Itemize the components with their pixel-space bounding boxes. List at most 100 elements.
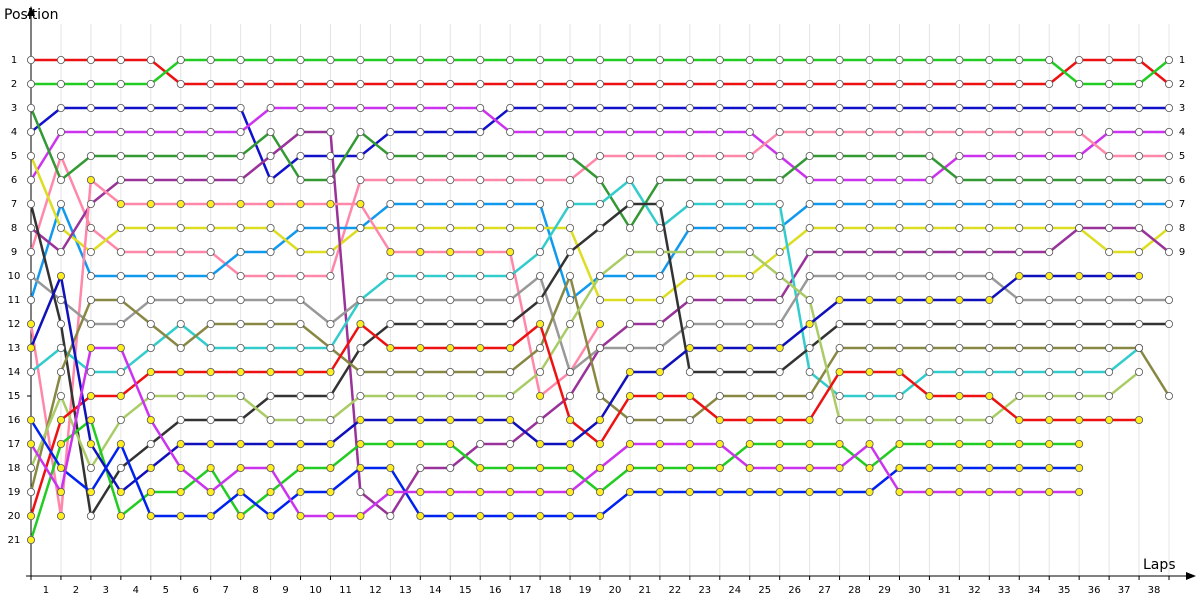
y-tick-label: 8 — [11, 223, 17, 234]
lap-marker — [1075, 391, 1084, 400]
lap-marker — [805, 391, 814, 400]
lap-marker — [446, 199, 455, 208]
lap-marker — [865, 223, 874, 232]
lap-marker — [26, 80, 35, 89]
lap-marker — [685, 391, 694, 400]
lap-marker — [1045, 151, 1054, 160]
lap-marker — [146, 295, 155, 304]
x-tick-label: 28 — [848, 585, 861, 596]
x-axis-arrow — [1186, 572, 1196, 580]
lap-marker — [925, 463, 934, 472]
y-tick-label: 11 — [8, 295, 21, 306]
lap-marker — [236, 487, 245, 496]
lap-marker — [416, 391, 425, 400]
lap-marker — [625, 319, 634, 328]
lap-marker — [416, 247, 425, 256]
lap-marker — [596, 56, 605, 65]
lap-marker — [416, 415, 425, 424]
lap-marker — [236, 223, 245, 232]
series-line — [29, 418, 1080, 541]
lap-marker — [985, 247, 994, 256]
lap-marker — [146, 104, 155, 113]
lap-marker — [655, 199, 664, 208]
lap-marker — [625, 391, 634, 400]
lap-marker — [685, 199, 694, 208]
lap-marker — [1135, 247, 1144, 256]
lap-marker — [206, 512, 215, 521]
lap-marker — [26, 223, 35, 232]
lap-marker — [895, 127, 904, 136]
lap-marker — [1015, 367, 1024, 376]
lap-marker — [146, 80, 155, 89]
lap-marker — [86, 271, 95, 280]
lap-marker — [326, 271, 335, 280]
lap-marker — [925, 175, 934, 184]
lap-marker — [386, 391, 395, 400]
x-tick-label: 32 — [968, 585, 981, 596]
lap-marker — [1105, 319, 1114, 328]
lap-marker — [1015, 343, 1024, 352]
lap-marker — [1105, 151, 1114, 160]
lap-marker — [566, 487, 575, 496]
lap-marker — [386, 463, 395, 472]
lap-marker — [835, 223, 844, 232]
lap-marker — [775, 487, 784, 496]
x-tick-label: 25 — [758, 585, 771, 596]
y-tick-label: 10 — [8, 271, 21, 282]
y2-tick-label: 1 — [1179, 55, 1185, 66]
lap-marker — [1045, 104, 1054, 113]
lap-marker — [955, 247, 964, 256]
lap-marker — [625, 56, 634, 65]
lap-marker — [775, 271, 784, 280]
lap-marker — [206, 367, 215, 376]
lap-marker — [356, 487, 365, 496]
lap-marker — [1015, 199, 1024, 208]
lap-marker — [506, 367, 515, 376]
lap-marker — [625, 80, 634, 89]
y2-tick-label: 3 — [1179, 103, 1185, 114]
series-line — [29, 346, 1080, 518]
lap-marker — [26, 56, 35, 65]
lap-marker — [745, 56, 754, 65]
lap-marker — [835, 343, 844, 352]
lap-marker — [596, 487, 605, 496]
lap-marker — [985, 319, 994, 328]
lap-marker — [775, 439, 784, 448]
lap-marker — [146, 319, 155, 328]
lap-marker — [1105, 223, 1114, 232]
lap-marker — [685, 56, 694, 65]
lap-marker — [56, 415, 65, 424]
lap-marker — [685, 104, 694, 113]
lap-marker — [206, 439, 215, 448]
lap-marker — [116, 175, 125, 184]
lap-marker — [895, 151, 904, 160]
x-tick-label: 38 — [1148, 585, 1161, 596]
lap-marker — [296, 343, 305, 352]
lap-marker — [26, 415, 35, 424]
lap-marker — [176, 463, 185, 472]
lap-marker — [865, 319, 874, 328]
lap-marker — [925, 271, 934, 280]
lap-marker — [895, 343, 904, 352]
lap-marker — [236, 512, 245, 521]
lap-marker — [116, 127, 125, 136]
lap-marker — [1045, 199, 1054, 208]
lap-marker — [416, 512, 425, 521]
lap-marker — [625, 104, 634, 113]
lap-marker — [56, 80, 65, 89]
lap-marker — [236, 151, 245, 160]
lap-marker — [86, 80, 95, 89]
lap-marker — [1075, 487, 1084, 496]
lap-marker — [476, 127, 485, 136]
lap-marker — [655, 487, 664, 496]
lap-marker — [955, 439, 964, 448]
lap-marker — [1015, 463, 1024, 472]
lap-marker — [86, 439, 95, 448]
lap-marker — [506, 487, 515, 496]
lap-marker — [685, 415, 694, 424]
lap-marker — [116, 247, 125, 256]
lap-marker — [596, 127, 605, 136]
lap-marker — [476, 319, 485, 328]
lap-marker — [625, 127, 634, 136]
lap-marker — [446, 271, 455, 280]
